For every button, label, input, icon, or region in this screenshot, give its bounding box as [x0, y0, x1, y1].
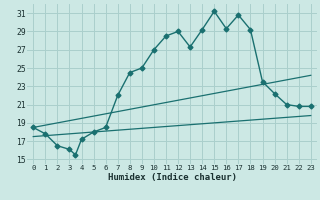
X-axis label: Humidex (Indice chaleur): Humidex (Indice chaleur): [108, 173, 236, 182]
